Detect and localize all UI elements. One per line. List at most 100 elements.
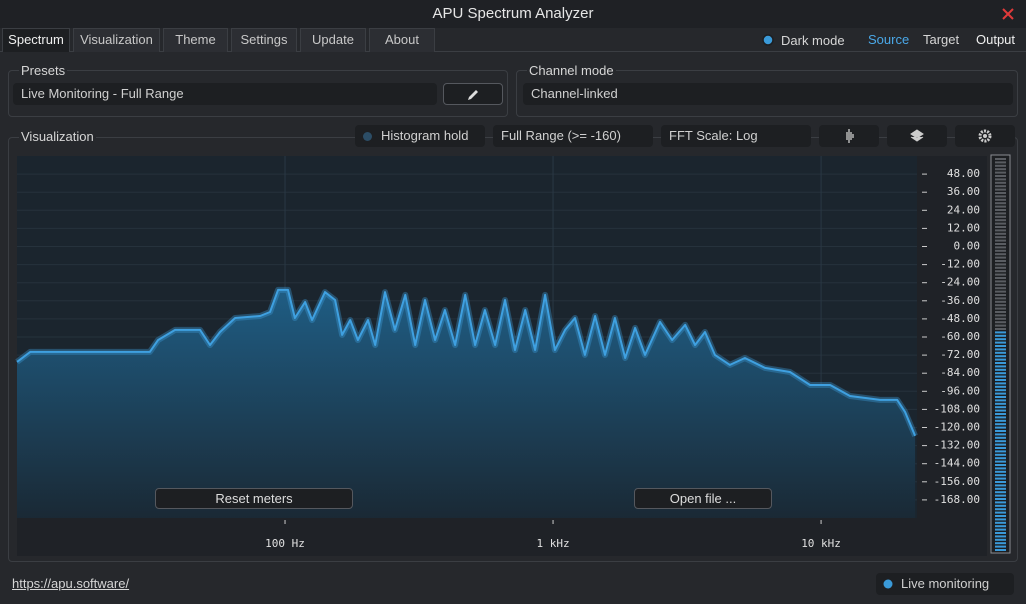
channel-select[interactable]: Channel-linked — [523, 83, 1013, 105]
y-tick-label: -120.00 — [934, 421, 980, 434]
meter-segment — [995, 226, 1006, 228]
y-tick-label: -36.00 — [940, 294, 980, 307]
wave-button[interactable] — [819, 125, 879, 147]
meter-segment — [995, 263, 1006, 266]
meter-segment — [995, 474, 1006, 477]
meter-segments — [995, 158, 1006, 551]
meter-segment — [995, 229, 1006, 232]
meter-segment — [995, 158, 1006, 160]
website-link[interactable]: https://apu.software/ — [12, 576, 130, 591]
channel-group — [516, 70, 1018, 117]
meter-segment — [995, 545, 1006, 548]
preset-select[interactable]: Live Monitoring - Full Range — [13, 83, 437, 105]
edit-button[interactable] — [443, 83, 503, 105]
y-tick-label: 12.00 — [947, 221, 980, 234]
meter-segment — [995, 294, 1006, 296]
meter-segment — [995, 521, 1006, 524]
meter-segment — [995, 168, 1006, 171]
layers-button[interactable] — [887, 125, 947, 147]
tab[interactable]: Update — [300, 28, 366, 52]
tab[interactable]: Settings — [231, 28, 297, 52]
meter-segment — [995, 542, 1006, 545]
y-tick-label: -24.00 — [940, 276, 980, 289]
settings-button[interactable] — [955, 125, 1015, 147]
meter-segment — [995, 181, 1006, 184]
link[interactable]: Source — [868, 32, 910, 47]
meter-segment — [995, 535, 1006, 538]
radio[interactable] — [762, 34, 774, 46]
meter-segment — [995, 215, 1006, 218]
y-tick-label: -156.00 — [934, 475, 980, 488]
group-label: Visualization — [19, 129, 96, 144]
meter-segment — [995, 304, 1006, 307]
meter-segment — [995, 453, 1006, 456]
meter-segment — [995, 392, 1006, 395]
meter-segment — [995, 365, 1006, 368]
range-select[interactable]: Full Range (>= -160) — [493, 125, 653, 147]
meter-segment — [995, 515, 1006, 517]
link[interactable]: Target — [923, 32, 960, 47]
meter-segment — [995, 413, 1006, 415]
open-button[interactable]: Open file ... — [634, 488, 772, 509]
layers-icon — [910, 129, 924, 142]
meter-segment — [995, 528, 1006, 531]
meter-segment — [995, 239, 1006, 242]
y-tick-label: -60.00 — [940, 330, 980, 343]
dark-mode[interactable]: Dark mode — [781, 33, 845, 48]
fft-select[interactable]: FFT Scale: Log — [661, 125, 811, 147]
y-tick-label: -72.00 — [940, 348, 980, 361]
histogram-toggle[interactable]: Histogram hold — [355, 125, 485, 147]
spectrum-line — [16, 288, 917, 437]
tab[interactable]: About — [369, 28, 435, 52]
y-tick-label: -96.00 — [940, 384, 980, 397]
meter-segment — [995, 511, 1006, 514]
live-toggle[interactable]: Live monitoring — [876, 573, 1014, 595]
meter-segment — [995, 382, 1006, 385]
meter-segment — [995, 317, 1006, 320]
meter-segment — [995, 277, 1006, 279]
group-label: Presets — [19, 63, 68, 78]
meter-segment — [995, 341, 1006, 344]
meter-segment — [995, 205, 1006, 208]
meter-segment — [995, 436, 1006, 439]
meter-segment — [995, 222, 1006, 225]
close-button[interactable] — [1002, 8, 1014, 20]
meter-segment — [995, 433, 1006, 436]
meter-segment — [995, 307, 1006, 310]
meter-segment — [995, 532, 1006, 534]
meter-segment — [995, 236, 1006, 239]
y-tick-label: 24.00 — [947, 203, 980, 216]
meter-segment — [995, 219, 1006, 222]
toggle-dot — [883, 579, 893, 589]
y-tick-label: 36.00 — [947, 185, 980, 198]
tab[interactable]: Spectrum — [2, 28, 70, 52]
y-tick-label: -132.00 — [934, 439, 980, 452]
meter-segment — [995, 460, 1006, 463]
meter-segment — [995, 396, 1006, 398]
meter-segment — [995, 328, 1006, 330]
meter-segment — [995, 351, 1006, 354]
link[interactable]: Output — [976, 32, 1016, 47]
meter-segment — [995, 338, 1006, 341]
reset-button[interactable]: Reset meters — [155, 488, 353, 509]
meter-segment — [995, 375, 1006, 378]
meter-segment — [995, 389, 1006, 392]
tab[interactable]: Visualization — [73, 28, 160, 52]
meter-segment — [995, 283, 1006, 286]
meter-segment — [995, 209, 1006, 211]
meter-segment — [995, 355, 1006, 358]
meter-segment — [995, 270, 1006, 273]
meter-segment — [995, 246, 1006, 249]
meter-segment — [995, 494, 1006, 497]
meter-segment — [995, 362, 1006, 364]
meter-segment — [995, 457, 1006, 460]
meter-segment — [995, 501, 1006, 504]
tab[interactable]: Theme — [163, 28, 228, 52]
meter-segment — [995, 385, 1006, 388]
y-tick-label: -144.00 — [934, 457, 980, 470]
y-tick-label: -12.00 — [940, 258, 980, 271]
meter-segment — [995, 253, 1006, 256]
meter-segment — [995, 178, 1006, 181]
meter-segment — [995, 538, 1006, 541]
